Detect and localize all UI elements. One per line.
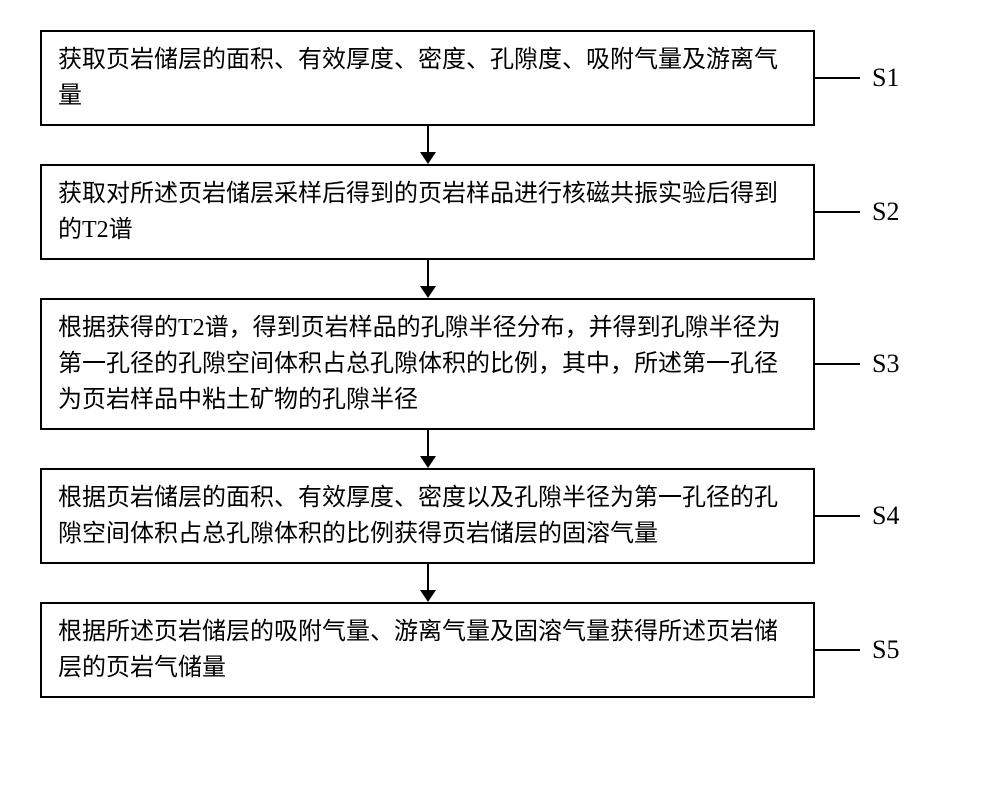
step-label-3: S3 (872, 349, 899, 379)
arrow-line (427, 260, 429, 287)
step-row-2: 获取对所述页岩储层采样后得到的页岩样品进行核磁共振实验后得到的T2谱 S2 (40, 164, 960, 260)
step-text-3: 根据获得的T2谱，得到页岩样品的孔隙半径分布，并得到孔隙半径为第一孔径的孔隙空间… (58, 310, 797, 418)
step-text-4: 根据页岩储层的面积、有效厚度、密度以及孔隙半径为第一孔径的孔隙空间体积占总孔隙体… (58, 480, 797, 552)
step-text-1: 获取页岩储层的面积、有效厚度、密度、孔隙度、吸附气量及游离气量 (58, 42, 797, 114)
step-row-5: 根据所述页岩储层的吸附气量、游离气量及固溶气量获得所述页岩储层的页岩气储量 S5 (40, 602, 960, 698)
arrow-head (420, 590, 436, 602)
arrow-line (427, 126, 429, 153)
step-box-2: 获取对所述页岩储层采样后得到的页岩样品进行核磁共振实验后得到的T2谱 (40, 164, 815, 260)
step-label-1: S1 (872, 63, 899, 93)
connector-5 (815, 649, 860, 651)
flowchart-container: 获取页岩储层的面积、有效厚度、密度、孔隙度、吸附气量及游离气量 S1 获取对所述… (40, 30, 960, 698)
step-row-4: 根据页岩储层的面积、有效厚度、密度以及孔隙半径为第一孔径的孔隙空间体积占总孔隙体… (40, 468, 960, 564)
arrow-2 (420, 260, 436, 298)
arrow-head (420, 286, 436, 298)
connector-3 (815, 363, 860, 365)
arrow-4 (420, 564, 436, 602)
step-box-5: 根据所述页岩储层的吸附气量、游离气量及固溶气量获得所述页岩储层的页岩气储量 (40, 602, 815, 698)
step-label-2: S2 (872, 197, 899, 227)
arrow-line (427, 564, 429, 591)
step-row-1: 获取页岩储层的面积、有效厚度、密度、孔隙度、吸附气量及游离气量 S1 (40, 30, 960, 126)
step-box-1: 获取页岩储层的面积、有效厚度、密度、孔隙度、吸附气量及游离气量 (40, 30, 815, 126)
step-label-4: S4 (872, 501, 899, 531)
arrow-1 (420, 126, 436, 164)
step-row-3: 根据获得的T2谱，得到页岩样品的孔隙半径分布，并得到孔隙半径为第一孔径的孔隙空间… (40, 298, 960, 430)
step-box-4: 根据页岩储层的面积、有效厚度、密度以及孔隙半径为第一孔径的孔隙空间体积占总孔隙体… (40, 468, 815, 564)
arrow-3 (420, 430, 436, 468)
step-label-5: S5 (872, 635, 899, 665)
step-box-3: 根据获得的T2谱，得到页岩样品的孔隙半径分布，并得到孔隙半径为第一孔径的孔隙空间… (40, 298, 815, 430)
connector-4 (815, 515, 860, 517)
connector-2 (815, 211, 860, 213)
connector-1 (815, 77, 860, 79)
step-text-2: 获取对所述页岩储层采样后得到的页岩样品进行核磁共振实验后得到的T2谱 (58, 176, 797, 248)
arrow-head (420, 152, 436, 164)
arrow-line (427, 430, 429, 457)
step-text-5: 根据所述页岩储层的吸附气量、游离气量及固溶气量获得所述页岩储层的页岩气储量 (58, 614, 797, 686)
arrow-head (420, 456, 436, 468)
